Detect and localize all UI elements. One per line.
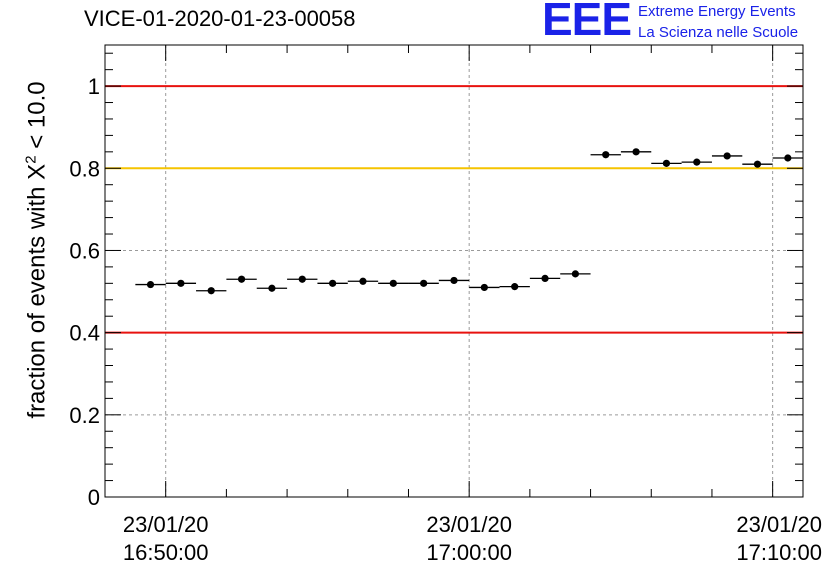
data-points-layer <box>135 148 803 295</box>
data-point <box>480 283 488 292</box>
x-tick-label-time: 17:00:00 <box>426 540 512 565</box>
data-point <box>298 275 306 283</box>
data-point <box>329 279 337 287</box>
axis-layer: 0 0.2 0.4 0.6 0.8 1 23/01/20 16:50:00 23/01/20 17… <box>69 45 822 565</box>
data-point <box>723 152 731 160</box>
data-point <box>177 279 185 287</box>
x-tick-label-date: 23/01/20 <box>426 512 512 537</box>
data-point <box>753 160 762 168</box>
data-point <box>268 284 276 292</box>
data-point <box>784 154 792 162</box>
data-point <box>632 148 640 156</box>
data-point <box>237 275 246 283</box>
data-point <box>420 279 428 287</box>
data-point <box>359 277 367 285</box>
x-tick-label-date: 23/01/20 <box>123 512 209 537</box>
data-point <box>571 270 579 278</box>
data-point <box>602 151 610 159</box>
y-tick-label: 0 <box>88 485 100 510</box>
reference-lines-layer <box>105 85 803 334</box>
data-point <box>511 283 519 291</box>
y-tick-label: 0.8 <box>69 156 100 181</box>
plot-frame <box>104 44 804 498</box>
logo-text-line2: La Scienza nelle Scuole <box>638 24 799 41</box>
x-tick-label-date: 23/01/20 <box>736 512 822 537</box>
data-point <box>541 274 549 282</box>
data-point <box>146 280 155 289</box>
eee-logo-mark: EEE <box>542 0 632 45</box>
data-point <box>389 279 397 287</box>
y-tick-label: 0.2 <box>69 403 100 428</box>
grid-layer <box>105 45 803 497</box>
x-tick-label-time: 17:10:00 <box>736 540 822 565</box>
data-point <box>693 158 701 166</box>
x-tick-label-time: 16:50:00 <box>123 540 209 565</box>
logo-text-line1: Extreme Energy Events <box>638 3 796 20</box>
data-point <box>450 276 458 285</box>
data-point <box>662 159 671 167</box>
y-tick-label: 1 <box>88 74 100 99</box>
y-tick-label: 0.6 <box>69 238 100 263</box>
chart-title: VICE-01-2020-01-23-00058 <box>84 6 356 31</box>
y-tick-label: 0.4 <box>69 321 100 346</box>
data-point <box>207 287 215 295</box>
